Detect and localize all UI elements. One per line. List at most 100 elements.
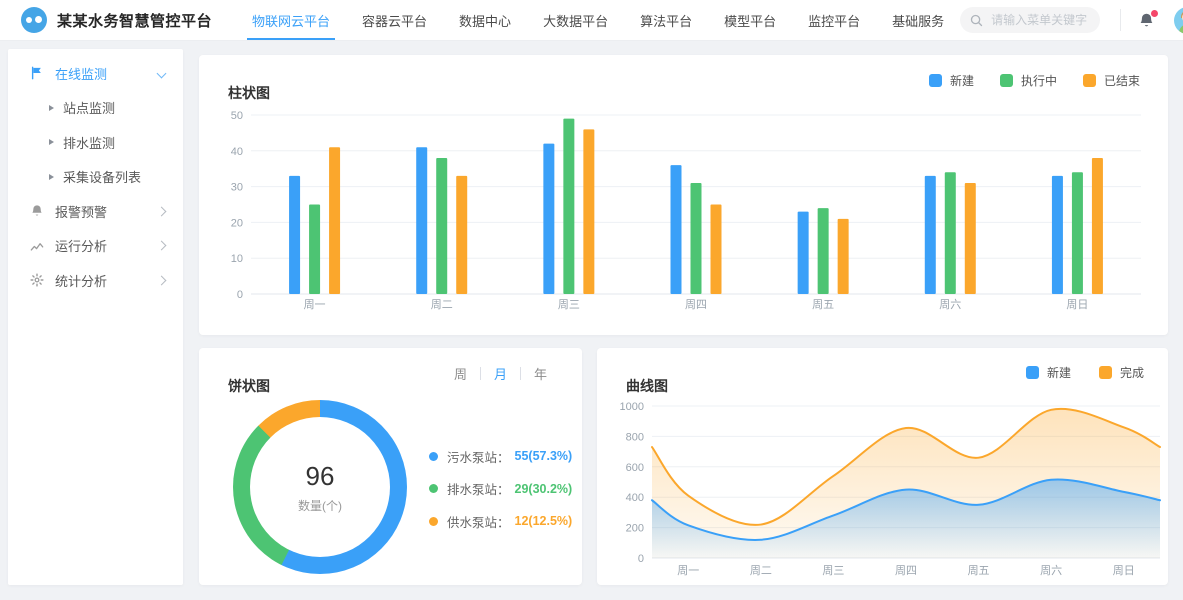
header-right — [960, 6, 1183, 34]
user-avatar[interactable] — [1174, 6, 1183, 34]
sidebar-subitem-0-1[interactable]: 排水监测 — [8, 125, 183, 160]
sidebar-item-2[interactable]: 运行分析 — [8, 229, 183, 264]
sidebar-subitem-0-2[interactable]: 采集设备列表 — [8, 160, 183, 195]
bar[interactable] — [944, 172, 956, 294]
line-series-0[interactable] — [651, 478, 1161, 541]
bar-card-title: 柱状图 — [228, 85, 270, 101]
bar[interactable] — [837, 218, 849, 294]
pie-legend-label: 排水泵站： — [447, 483, 510, 498]
top-header: 某某水务智慧管控平台 物联网云平台 容器云平台 数据中心 大数据平台 算法平台 模型平台 监… — [0, 0, 1183, 41]
sidebar-item-0[interactable]: 在线监测 — [8, 56, 183, 91]
bar[interactable] — [924, 175, 936, 294]
trend-icon — [30, 238, 45, 253]
nav-tab-3[interactable]: 大数据平台 — [543, 13, 609, 29]
pie-toggle-item-1[interactable]: 月 — [493, 367, 507, 382]
area-fill-0 — [652, 479, 1160, 558]
caret-right-icon — [49, 173, 54, 180]
sidebar-subitem-label: 采集设备列表 — [63, 170, 142, 186]
bar[interactable] — [964, 183, 976, 294]
bar[interactable] — [416, 147, 428, 294]
nav-tab-4[interactable]: 算法平台 — [640, 13, 693, 29]
bar-series-1 — [309, 118, 1083, 295]
bar-chart-card: 柱状图 新建 执行中 已结束 0 10 20 30 40 50 周一 周二 周三 周四 周五 周六 周日 — [199, 55, 1168, 335]
bar[interactable] — [563, 118, 575, 294]
app-title: 某某水务智慧管控平台 — [57, 12, 213, 30]
sidebar-item-label: 报警预警 — [55, 204, 108, 220]
bar[interactable] — [543, 143, 555, 294]
donut-center: 96 数量(个) — [250, 417, 390, 557]
svg-text:周四: 周四 — [685, 298, 707, 311]
pie-legend-item-2[interactable]: 供水泵站： 12(12.5%) — [429, 505, 572, 538]
donut-chart[interactable]: 96 数量(个) — [233, 400, 407, 574]
sidebar: 在线监测站点监测 排水监测采集设备列表报警预警运行分析统计分析 — [8, 49, 183, 585]
legend-item-1[interactable]: 完成 — [1098, 364, 1144, 381]
bar[interactable] — [690, 183, 702, 294]
bar[interactable] — [456, 175, 468, 294]
bar-series-0 — [289, 143, 1063, 294]
bar[interactable] — [309, 204, 321, 295]
bar[interactable] — [583, 129, 595, 294]
pie-legend-label: 污水泵站： — [447, 450, 510, 465]
bar-chart[interactable]: 0 10 20 30 40 50 周一 周二 周三 周四 周五 周六 周日 — [199, 100, 1168, 335]
nav-tab-5[interactable]: 模型平台 — [724, 13, 777, 29]
pie-legend-item-1[interactable]: 排水泵站： 29(30.2%) — [429, 473, 572, 506]
legend-item-1[interactable]: 执行中 — [999, 72, 1057, 89]
legend-dot — [429, 484, 438, 494]
pie-legend-label: 供水泵站： — [447, 515, 510, 530]
svg-text:周一: 周一 — [304, 298, 326, 311]
bar[interactable] — [289, 175, 301, 294]
bar[interactable] — [797, 211, 809, 294]
sidebar-item-1[interactable]: 报警预警 — [8, 194, 183, 229]
search-box[interactable] — [960, 7, 1101, 33]
svg-text:周五: 周五 — [812, 298, 834, 311]
legend-label: 新建 — [1046, 366, 1071, 380]
line-card-title: 曲线图 — [626, 378, 668, 394]
svg-text:600: 600 — [626, 462, 644, 474]
bar[interactable] — [1051, 175, 1063, 294]
bar[interactable] — [670, 165, 682, 294]
chevron-right-icon — [156, 240, 167, 251]
bar[interactable] — [1091, 157, 1103, 294]
logo — [21, 7, 47, 33]
bar[interactable] — [436, 157, 448, 294]
legend-label: 已结束 — [1103, 74, 1140, 88]
caret-right-icon — [49, 139, 54, 146]
bar[interactable] — [710, 204, 722, 295]
nav-tab-6[interactable]: 监控平台 — [808, 13, 861, 29]
notification-bell-button[interactable] — [1138, 9, 1159, 29]
svg-text:周日: 周日 — [1066, 298, 1088, 311]
legend-label: 新建 — [949, 74, 974, 88]
line-chart[interactable]: 0 200 400 600 800 1000 周一 周二 周三 周四 周五 周六 周日 — [597, 388, 1168, 585]
legend-chip — [1082, 74, 1096, 87]
search-icon — [970, 14, 983, 27]
svg-text:400: 400 — [626, 492, 644, 504]
line-series-1[interactable] — [651, 407, 1161, 526]
svg-text:200: 200 — [626, 523, 644, 535]
svg-text:周六: 周六 — [939, 298, 961, 311]
legend-item-0[interactable]: 新建 — [928, 72, 974, 89]
legend-item-2[interactable]: 已结束 — [1082, 72, 1140, 89]
bar[interactable] — [1071, 172, 1083, 294]
nav-tab-7[interactable]: 基础服务 — [892, 13, 945, 29]
sidebar-item-label: 在线监测 — [55, 66, 108, 82]
nav-tab-1[interactable]: 容器云平台 — [362, 13, 428, 29]
svg-text:10: 10 — [231, 253, 243, 265]
legend-item-0[interactable]: 新建 — [1025, 364, 1071, 381]
search-input[interactable] — [989, 12, 1091, 28]
bar[interactable] — [329, 147, 341, 294]
sidebar-subitem-0-0[interactable]: 站点监测 — [8, 91, 183, 126]
sidebar-item-label: 统计分析 — [55, 273, 108, 289]
pie-toggle-item-0[interactable]: 周 — [453, 367, 467, 382]
pie-legend-item-0[interactable]: 污水泵站： 55(57.3%) — [429, 440, 572, 473]
bar[interactable] — [817, 208, 829, 294]
notification-dot — [1151, 9, 1159, 17]
svg-text:0: 0 — [237, 289, 243, 301]
nav-tab-2[interactable]: 数据中心 — [459, 13, 512, 29]
svg-text:周日: 周日 — [1113, 564, 1135, 577]
nav-tab-0[interactable]: 物联网云平台 — [236, 0, 346, 40]
donut-total-value: 96 — [305, 460, 335, 491]
pie-toggle-item-2[interactable]: 年 — [533, 367, 547, 382]
svg-text:1000: 1000 — [620, 401, 644, 413]
svg-text:周一: 周一 — [677, 564, 699, 577]
sidebar-item-3[interactable]: 统计分析 — [8, 263, 183, 298]
